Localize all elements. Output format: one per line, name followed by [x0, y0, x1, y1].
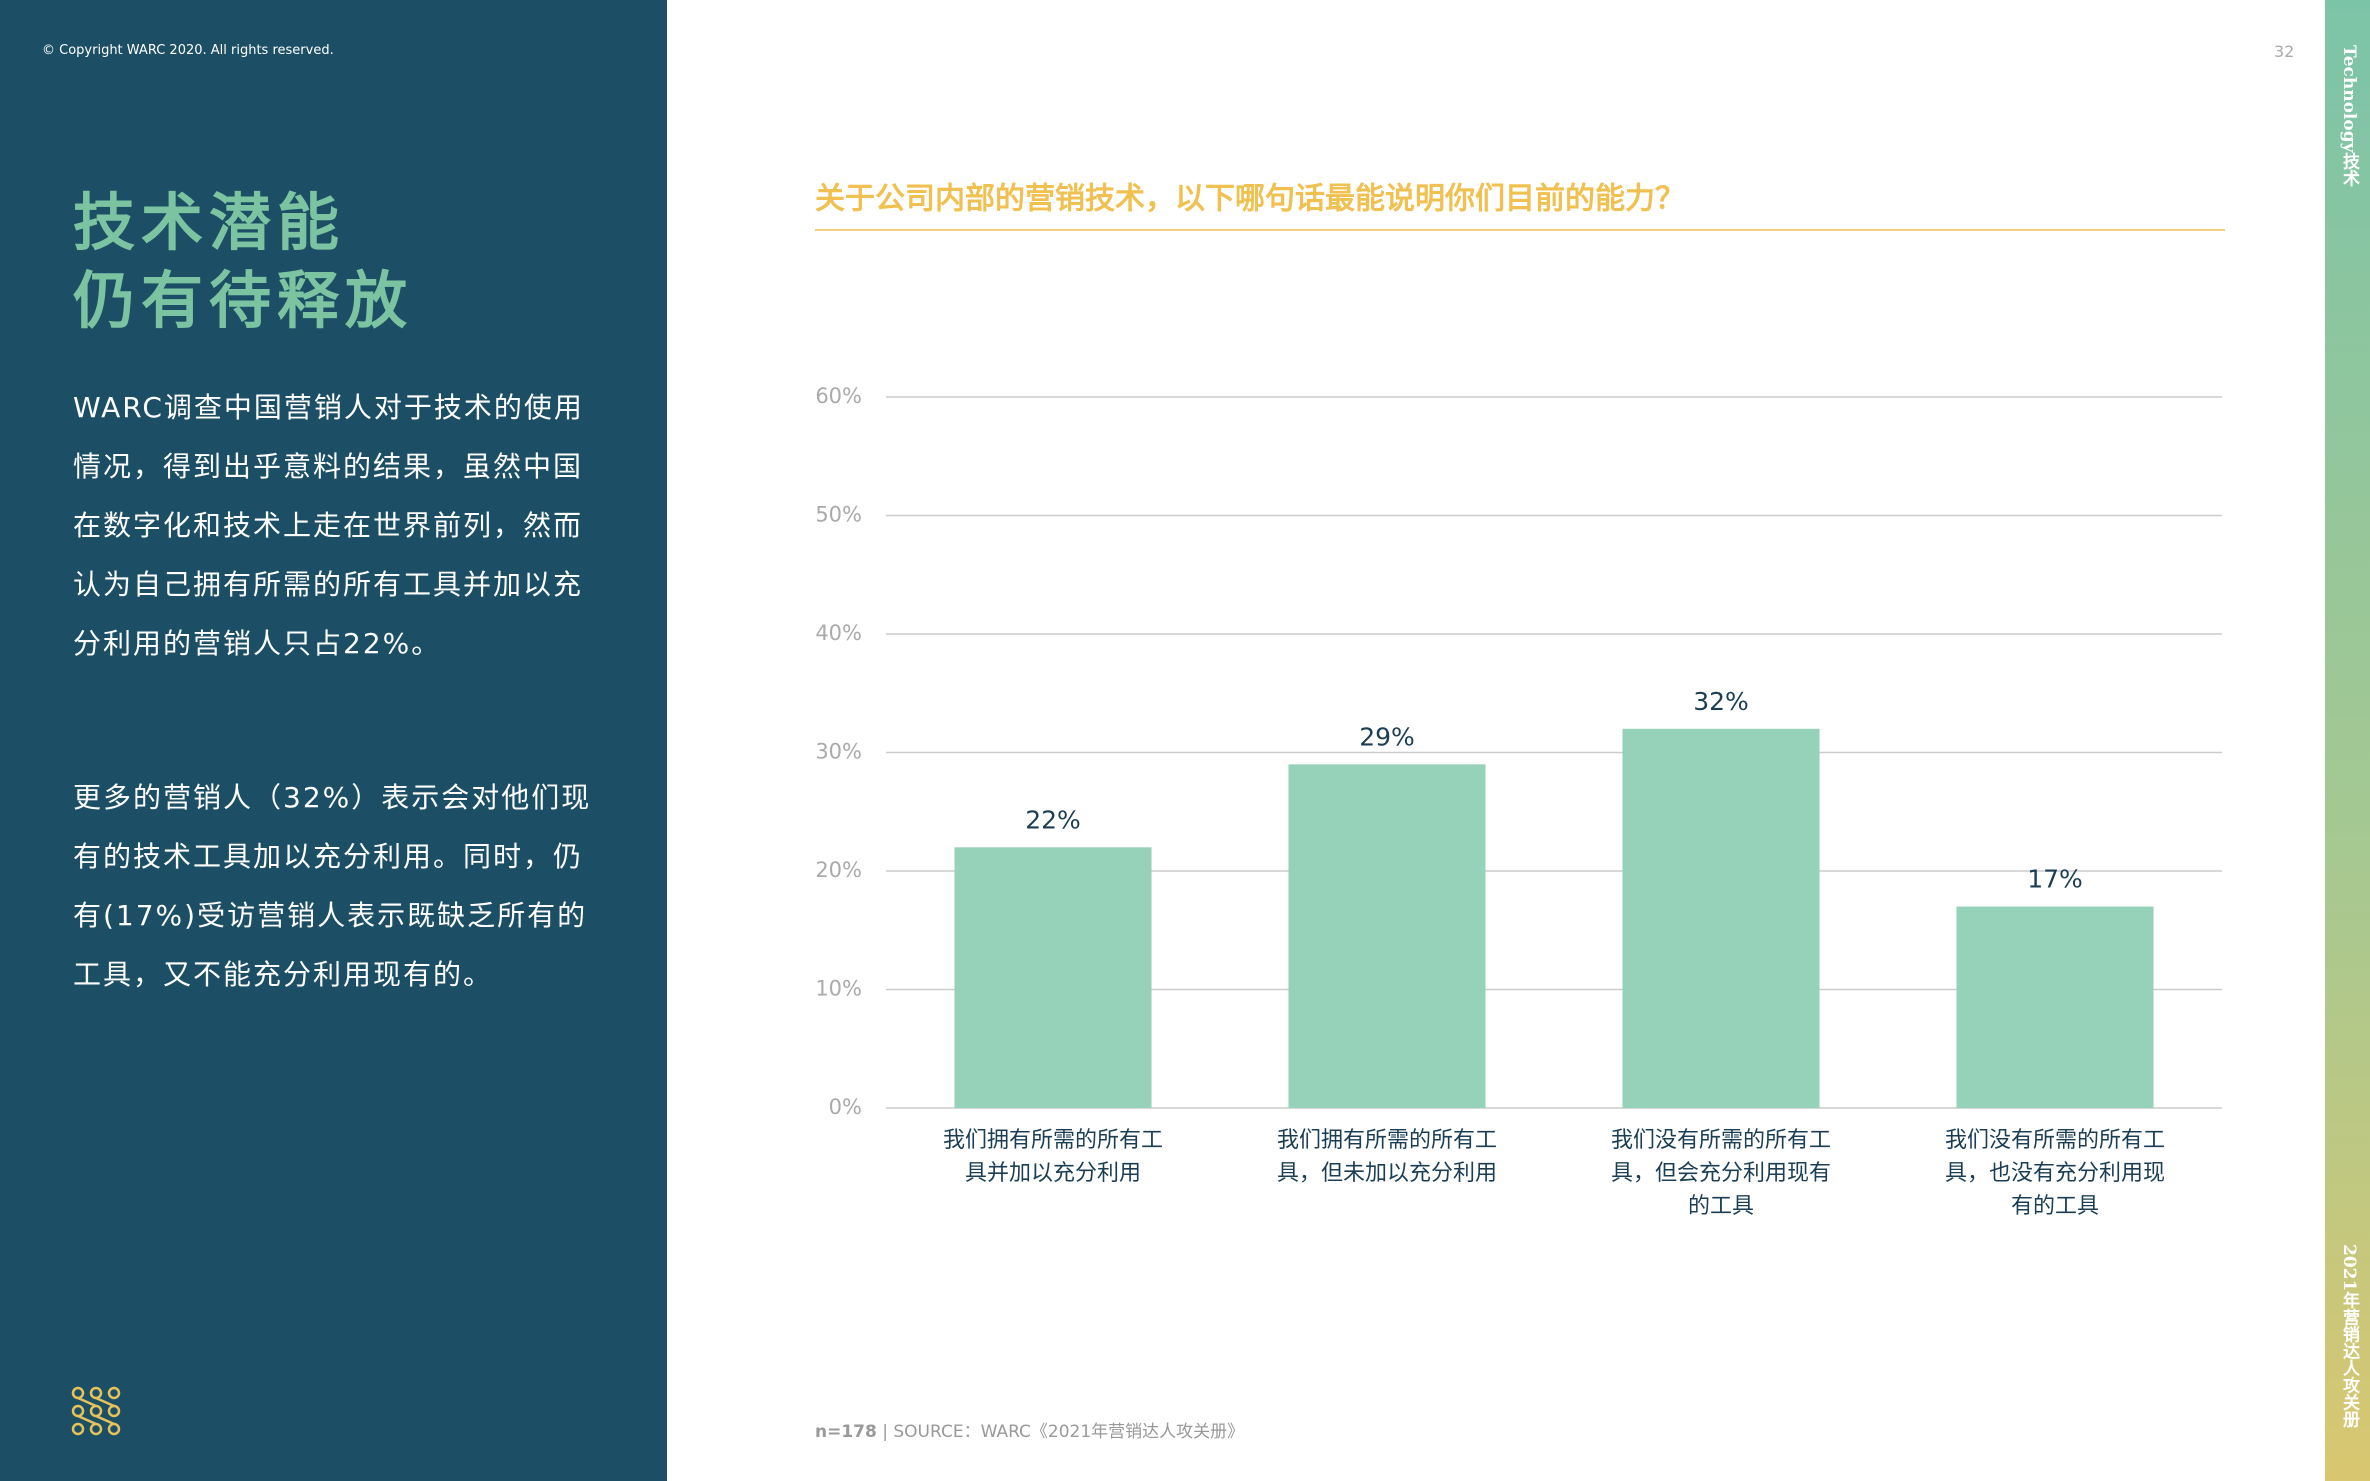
x-tick-label: 我们拥有所需的所有工具，但未加以充分利用	[1276, 1128, 1497, 1186]
title-line: 技术潜能	[73, 186, 346, 259]
footnote: n=178 | SOURCE：WARC《2021年营销达人攻关册》	[815, 1417, 1244, 1442]
bar	[1956, 906, 2154, 1108]
y-tick-label: 0%	[829, 1095, 862, 1119]
side-panel	[0, 0, 667, 1481]
value-label: 29%	[1359, 722, 1415, 751]
x-tick-label: 我们没有所需的所有工具，也没有充分利用现有的工具	[1944, 1128, 2165, 1219]
value-label: 32%	[1693, 687, 1749, 716]
value-label: 22%	[1025, 805, 1081, 834]
x-tick-label: 我们拥有所需的所有工具并加以充分利用	[942, 1128, 1163, 1186]
page-number: 32	[2274, 42, 2295, 61]
y-tick-label: 10%	[815, 977, 862, 1001]
bar	[1288, 764, 1486, 1108]
bar	[1622, 728, 1820, 1108]
copyright: © Copyright WARC 2020. All rights reserv…	[42, 43, 334, 58]
value-label: 17%	[2027, 865, 2083, 894]
publication-label: 2021年营销达人攻关册	[2339, 1244, 2359, 1428]
section-label: Technology技术	[2339, 45, 2359, 187]
sample-size: n=178	[815, 1422, 877, 1442]
logo-icon	[71, 1386, 121, 1436]
x-tick-label: 我们没有所需的所有工具，但会充分利用现有的工具	[1610, 1128, 1831, 1219]
title-line: 仍有待释放	[73, 264, 414, 337]
bar	[954, 847, 1152, 1108]
y-tick-label: 60%	[815, 384, 862, 408]
body-paragraph: 更多的营销人（32%）表示会对他们现有的技术工具加以充分利用。同时，仍有(17%…	[73, 781, 592, 991]
y-tick-label: 40%	[815, 621, 862, 645]
body-paragraph: WARC调查中国营销人对于技术的使用情况，得到出乎意料的结果，虽然中国在数字化和…	[73, 391, 584, 660]
y-tick-label: 20%	[815, 858, 862, 882]
y-tick-label: 30%	[815, 740, 862, 764]
side-strip	[2325, 0, 2370, 1481]
chart-title: 关于公司内部的营销技术，以下哪句话最能说明你们目前的能力？	[815, 182, 1685, 217]
y-tick-label: 50%	[815, 503, 862, 527]
source: | SOURCE：WARC《2021年营销达人攻关册》	[882, 1422, 1245, 1442]
